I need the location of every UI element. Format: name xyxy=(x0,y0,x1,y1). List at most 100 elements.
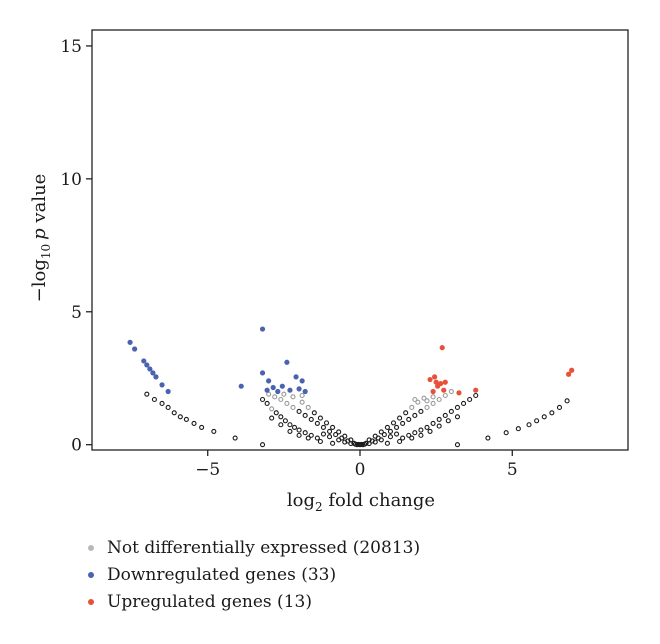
point-not-de xyxy=(314,420,320,426)
point-not-de xyxy=(171,410,177,416)
point-not-de xyxy=(448,388,454,395)
point-not-de xyxy=(259,396,266,403)
point-not-de xyxy=(299,399,305,405)
plot-frame xyxy=(91,29,629,451)
point-not-de xyxy=(305,435,311,441)
point-not-de xyxy=(384,440,390,446)
point-upregulated xyxy=(473,387,479,393)
point-not-de xyxy=(183,416,189,422)
legend-item-up: Upregulated genes (13) xyxy=(88,588,420,615)
point-not-de xyxy=(317,415,323,421)
point-not-de xyxy=(409,404,415,411)
point-not-de xyxy=(296,432,302,438)
point-not-de xyxy=(320,424,327,430)
point-not-de xyxy=(305,404,311,411)
point-not-de xyxy=(296,408,302,415)
point-not-de xyxy=(526,422,532,428)
point-not-de xyxy=(541,414,547,420)
point-not-de xyxy=(418,427,424,433)
point-not-de xyxy=(345,438,351,444)
legend-label-up: Upregulated genes (13) xyxy=(107,591,312,612)
point-not-de xyxy=(308,432,314,438)
point-not-de xyxy=(358,441,365,447)
point-not-de xyxy=(296,427,302,433)
point-not-de xyxy=(454,404,461,411)
point-not-de xyxy=(442,412,448,418)
point-not-de xyxy=(299,392,305,399)
point-downregulated xyxy=(127,339,133,345)
point-not-de xyxy=(397,415,403,421)
y-tick-label: 5 xyxy=(71,303,82,323)
y-tick-label: 15 xyxy=(60,37,82,57)
point-not-de xyxy=(269,406,275,412)
point-not-de xyxy=(278,414,284,420)
point-downregulated xyxy=(132,346,138,352)
legend-marker-not-de xyxy=(88,544,94,551)
point-not-de xyxy=(372,433,378,439)
point-not-de xyxy=(264,400,270,407)
point-not-de xyxy=(387,434,394,440)
point-not-de xyxy=(199,424,205,430)
point-not-de xyxy=(424,404,430,411)
volcano-plot: −5 0 5 0 5 10 15 log2 fold change −log10p val… xyxy=(29,29,629,514)
y-axis-title: −log10p value xyxy=(29,174,53,303)
point-upregulated xyxy=(433,379,439,385)
point-not-de xyxy=(355,441,362,447)
point-downregulated xyxy=(147,366,153,372)
point-not-de xyxy=(418,432,424,438)
point-not-de xyxy=(282,418,288,424)
point-not-de xyxy=(211,428,217,434)
legend-item-down: Downregulated genes (33) xyxy=(88,561,420,588)
point-not-de xyxy=(430,400,436,407)
point-not-de xyxy=(311,410,317,416)
point-not-de xyxy=(281,391,287,397)
point-not-de xyxy=(308,416,314,422)
point-not-de xyxy=(278,422,284,428)
point-not-de xyxy=(259,442,266,448)
point-not-de xyxy=(406,432,412,438)
point-not-de xyxy=(412,430,418,436)
plot-area xyxy=(91,29,629,451)
point-upregulated xyxy=(432,374,438,380)
point-not-de xyxy=(393,431,400,437)
point-downregulated xyxy=(238,383,244,389)
point-not-de xyxy=(326,434,333,440)
point-upregulated xyxy=(439,345,445,351)
y-tick-label: 0 xyxy=(71,436,82,456)
point-not-de xyxy=(323,420,330,426)
point-upregulated xyxy=(566,371,572,377)
point-not-de xyxy=(232,435,238,441)
point-not-de xyxy=(384,424,390,430)
legend-label-not-de: Not differentially expressed (20813) xyxy=(107,537,421,558)
point-downregulated xyxy=(287,387,293,393)
point-downregulated xyxy=(275,388,281,395)
point-not-de xyxy=(287,422,293,428)
point-downregulated xyxy=(293,374,299,380)
point-not-de xyxy=(320,431,327,437)
point-not-de xyxy=(393,424,400,430)
x-axis-title: log2 fold change xyxy=(287,490,435,514)
point-not-de xyxy=(159,400,165,407)
point-not-de xyxy=(291,424,298,430)
point-downregulated xyxy=(144,362,150,368)
point-not-de xyxy=(287,428,293,434)
point-not-de xyxy=(549,410,555,416)
point-not-de xyxy=(515,426,521,432)
point-not-de xyxy=(436,416,442,422)
legend-label-down: Downregulated genes (33) xyxy=(107,564,337,585)
x-tick-label: 5 xyxy=(507,460,518,480)
point-not-de xyxy=(418,408,424,415)
point-not-de xyxy=(290,394,296,400)
point-not-de xyxy=(403,410,409,416)
point-downregulated xyxy=(165,388,171,395)
point-not-de xyxy=(330,424,336,430)
point-downregulated xyxy=(284,359,290,365)
point-not-de xyxy=(503,430,509,436)
point-not-de xyxy=(454,442,461,448)
point-not-de xyxy=(317,438,323,445)
point-not-de xyxy=(151,396,157,403)
point-not-de xyxy=(177,414,183,420)
point-not-de xyxy=(290,404,296,411)
point-not-de xyxy=(144,391,150,397)
point-not-de xyxy=(424,424,430,430)
